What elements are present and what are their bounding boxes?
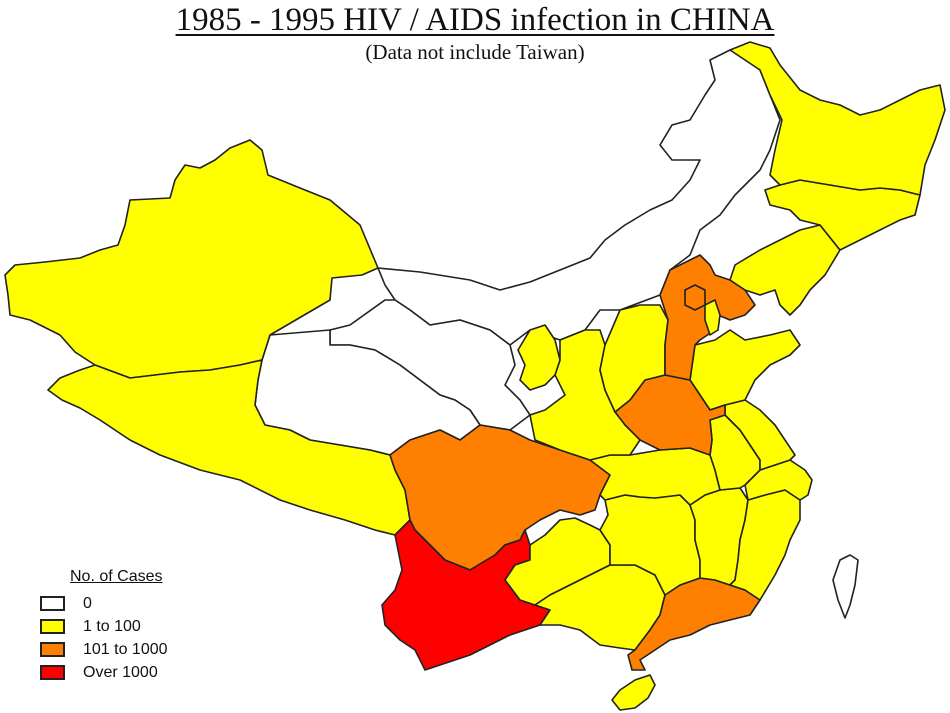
region-hubei [589, 447, 721, 506]
legend-label: 0 [83, 594, 92, 612]
legend-item-mid: 101 to 1000 [40, 638, 168, 661]
legend-label: 1 to 100 [83, 617, 141, 635]
legend-label: 101 to 1000 [83, 640, 168, 658]
legend-swatch-orange [40, 642, 65, 657]
legend-swatch-white [40, 596, 65, 611]
legend: No. of Cases 0 1 to 100 101 to 1000 Over… [40, 568, 168, 684]
legend-item-high: Over 1000 [40, 661, 168, 684]
legend-item-zero: 0 [40, 592, 168, 615]
map-title: 1985 - 1995 HIV / AIDS infection in CHIN… [0, 2, 950, 39]
region-beijing [684, 284, 706, 311]
map-subtitle: (Data not include Taiwan) [365, 40, 585, 64]
region-ningxia [517, 324, 561, 391]
map-title-text: 1985 - 1995 HIV / AIDS infection in CHIN… [175, 2, 775, 38]
region-liaoning [729, 224, 841, 316]
region-heilongjiang [729, 41, 946, 196]
legend-item-low: 1 to 100 [40, 615, 168, 638]
region-jiangsu [724, 399, 796, 471]
region-hainan [611, 674, 656, 711]
legend-swatch-yellow [40, 619, 65, 634]
legend-swatch-red [40, 665, 65, 680]
region-shandong [689, 329, 801, 411]
legend-title: No. of Cases [70, 568, 163, 585]
legend-label: Over 1000 [83, 663, 158, 681]
region-tianjin [704, 299, 721, 336]
region-taiwan [832, 554, 859, 619]
